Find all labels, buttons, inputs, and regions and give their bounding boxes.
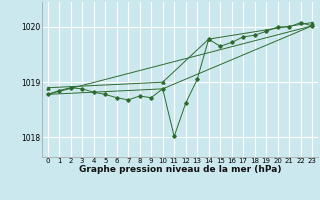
X-axis label: Graphe pression niveau de la mer (hPa): Graphe pression niveau de la mer (hPa) [79,165,281,174]
